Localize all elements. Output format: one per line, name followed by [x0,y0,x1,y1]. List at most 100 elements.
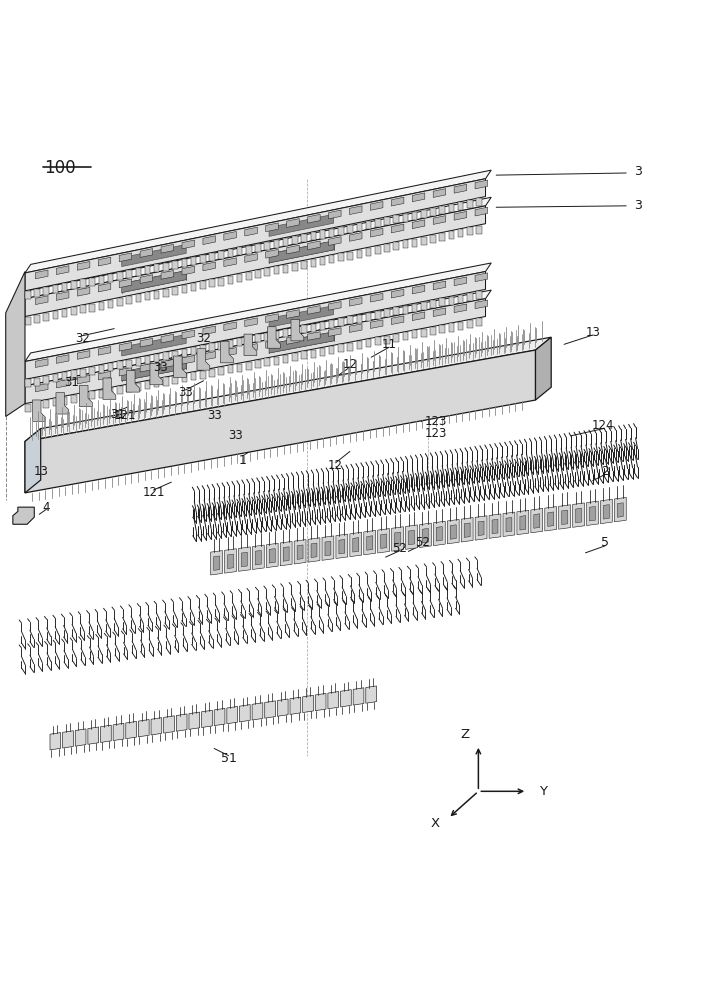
Polygon shape [117,298,123,306]
Text: 31: 31 [111,408,125,421]
Text: 11: 11 [381,338,397,351]
Polygon shape [172,376,178,384]
Polygon shape [393,307,399,315]
Polygon shape [375,337,381,345]
Polygon shape [320,230,326,239]
Polygon shape [356,250,362,258]
Text: 123: 123 [424,415,447,428]
Polygon shape [603,505,609,519]
Polygon shape [126,360,132,368]
Polygon shape [224,322,236,331]
Polygon shape [301,234,307,242]
Polygon shape [163,263,169,271]
Polygon shape [99,276,104,284]
Polygon shape [347,343,353,351]
Polygon shape [393,242,399,250]
Polygon shape [366,313,371,321]
Polygon shape [391,224,404,233]
Polygon shape [338,318,343,326]
Polygon shape [62,397,67,405]
Polygon shape [353,538,358,552]
Text: 32: 32 [75,332,89,345]
Polygon shape [256,270,261,278]
Polygon shape [280,541,292,566]
Polygon shape [618,503,623,517]
Polygon shape [264,268,270,276]
Polygon shape [266,223,278,232]
Text: 121: 121 [114,409,136,422]
Polygon shape [221,341,233,363]
Polygon shape [161,244,174,253]
Polygon shape [119,342,132,351]
Polygon shape [108,300,114,308]
Polygon shape [117,386,123,394]
Polygon shape [322,536,334,560]
Polygon shape [25,179,486,291]
Polygon shape [339,539,345,554]
Text: 31: 31 [64,376,79,389]
Polygon shape [256,244,261,252]
Polygon shape [301,351,307,359]
Polygon shape [478,521,484,536]
Polygon shape [117,361,123,369]
Polygon shape [448,204,454,212]
Polygon shape [25,197,491,299]
Polygon shape [328,692,338,709]
Polygon shape [476,516,487,540]
Polygon shape [80,279,86,288]
Polygon shape [440,298,445,306]
Polygon shape [308,214,320,223]
Polygon shape [320,257,326,265]
Polygon shape [150,363,163,385]
Polygon shape [536,337,551,400]
Polygon shape [246,336,251,344]
Text: 5: 5 [601,536,610,549]
Polygon shape [126,371,139,392]
Text: 13: 13 [34,465,49,478]
Polygon shape [384,309,390,317]
Polygon shape [356,315,362,323]
Text: 33: 33 [178,386,193,399]
Polygon shape [475,180,488,189]
Polygon shape [338,344,343,352]
Polygon shape [174,356,186,377]
Polygon shape [311,259,316,267]
Polygon shape [286,219,299,227]
Polygon shape [214,708,225,726]
Polygon shape [200,281,206,289]
Polygon shape [246,272,251,280]
Polygon shape [163,289,169,297]
Polygon shape [256,550,261,565]
Polygon shape [433,308,446,317]
Polygon shape [447,519,459,544]
Polygon shape [237,247,242,255]
Polygon shape [154,264,159,272]
Polygon shape [126,270,132,278]
Polygon shape [75,729,86,746]
Polygon shape [283,238,288,246]
Polygon shape [297,545,303,559]
Polygon shape [303,695,313,713]
Polygon shape [44,400,49,408]
Polygon shape [56,355,69,363]
Polygon shape [489,514,501,538]
Polygon shape [266,340,278,348]
Polygon shape [228,249,233,257]
Polygon shape [269,214,333,236]
Polygon shape [283,329,288,337]
Polygon shape [431,208,436,216]
Text: 51: 51 [221,752,236,765]
Polygon shape [412,285,425,294]
Text: 13: 13 [585,326,600,339]
Polygon shape [366,221,371,229]
Polygon shape [403,332,408,340]
Polygon shape [266,249,278,258]
Polygon shape [412,212,418,220]
Polygon shape [301,325,307,333]
Text: 124: 124 [592,419,615,432]
Polygon shape [89,391,95,399]
Polygon shape [237,338,242,346]
Polygon shape [161,270,174,279]
Polygon shape [433,521,446,546]
Polygon shape [375,311,381,319]
